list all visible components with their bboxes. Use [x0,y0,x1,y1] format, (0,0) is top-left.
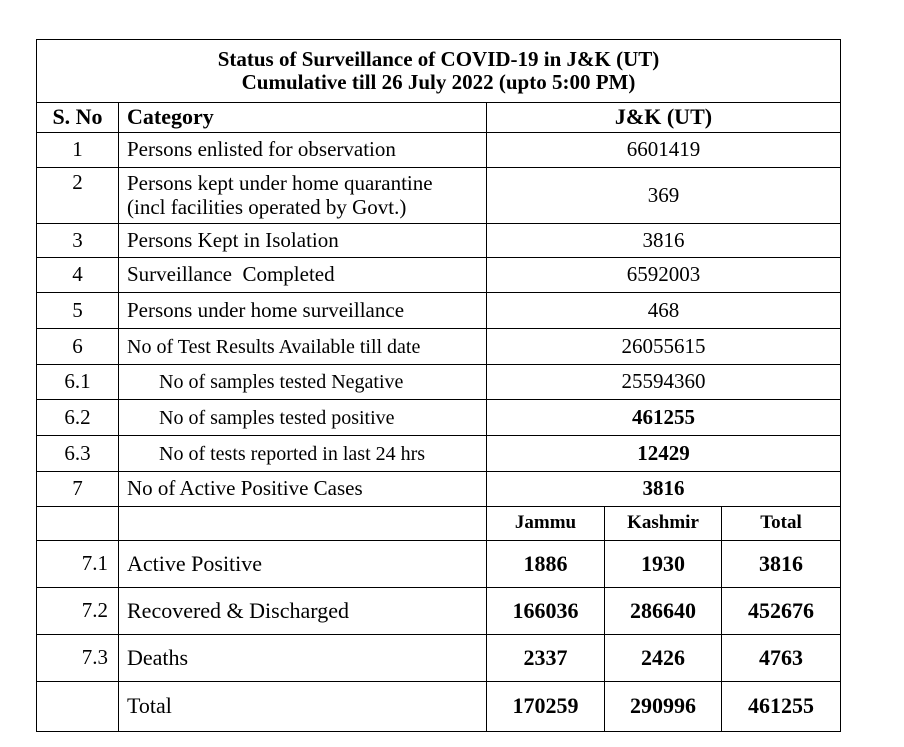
row-sno [36,681,119,732]
row-value: 6601419 [486,132,841,168]
row-category-line-2: (incl facilities operated by Govt.) [127,194,407,219]
breakdown-row: 7.3 Deaths 2337 2426 4763 [36,634,841,682]
kashmir-value: 286640 [604,587,722,635]
header-category: Category [118,102,487,133]
row-sno: 5 [36,292,119,329]
table-row: 1 Persons enlisted for observation 66014… [36,132,841,168]
row-category: Persons kept under home quarantine (incl… [118,167,487,224]
table-row: 3 Persons Kept in Isolation 3816 [36,223,841,258]
title-row: Status of Surveillance of COVID-19 in J&… [36,39,841,103]
row-sno: 7.2 [36,587,119,635]
breakdown-row: 7.1 Active Positive 1886 1930 3816 [36,540,841,588]
row-value: 12429 [486,435,841,472]
table-title: Status of Surveillance of COVID-19 in J&… [36,39,841,103]
row-category-line-1: Persons kept under home quarantine [127,171,433,196]
row-value: 468 [486,292,841,329]
jammu-value: 166036 [486,587,605,635]
row-category: Active Positive [118,540,487,588]
row-value: 3816 [486,223,841,258]
total-value: 4763 [721,634,841,682]
table-row: 4 Surveillance Completed 6592003 [36,257,841,293]
table-row: 6.3 No of tests reported in last 24 hrs … [36,435,841,472]
row-sno: 6.3 [36,435,119,472]
row-value: 25594360 [486,364,841,400]
row-sno: 4 [36,257,119,293]
row-sno: 1 [36,132,119,168]
column-header-total: Total [721,506,841,541]
total-value: 461255 [721,681,841,732]
header-region: J&K (UT) [486,102,841,133]
kashmir-value: 1930 [604,540,722,588]
row-category: Surveillance Completed [118,257,487,293]
jammu-value: 2337 [486,634,605,682]
row-sno: 6.1 [36,364,119,400]
row-value: 26055615 [486,328,841,365]
jammu-value: 170259 [486,681,605,732]
row-category: No of samples tested Negative [118,364,487,400]
row-sno: 3 [36,223,119,258]
row-category: Persons under home surveillance [118,292,487,329]
row-value: 3816 [486,471,841,507]
empty-cell [36,506,119,541]
row-sno: 7.3 [36,634,119,682]
row-value: 6592003 [486,257,841,293]
jammu-value: 1886 [486,540,605,588]
table-row: 6.1 No of samples tested Negative 255943… [36,364,841,400]
row-category: No of Active Positive Cases [118,471,487,507]
row-sno: 7 [36,471,119,507]
row-category: Total [118,681,487,732]
row-sno: 6.2 [36,399,119,436]
column-header-jammu: Jammu [486,506,605,541]
table-row: 6 No of Test Results Available till date… [36,328,841,365]
row-category: Persons enlisted for observation [118,132,487,168]
title-line-1: Status of Surveillance of COVID-19 in J&… [217,46,660,71]
row-category: Deaths [118,634,487,682]
row-sno: 7.1 [36,540,119,588]
row-category: No of tests reported in last 24 hrs [118,435,487,472]
breakdown-total-row: Total 170259 290996 461255 [36,681,841,732]
table-row: 7 No of Active Positive Cases 3816 [36,471,841,507]
row-value: 369 [486,167,841,224]
table-row: 5 Persons under home surveillance 468 [36,292,841,329]
row-value: 461255 [486,399,841,436]
kashmir-value: 290996 [604,681,722,732]
table-row: 2 Persons kept under home quarantine (in… [36,167,841,224]
breakdown-header-row: Jammu Kashmir Total [36,506,841,541]
header-row: S. No Category J&K (UT) [36,102,841,133]
total-value: 452676 [721,587,841,635]
header-sno: S. No [36,102,119,133]
kashmir-value: 2426 [604,634,722,682]
row-sno: 2 [36,167,119,224]
row-category: Recovered & Discharged [118,587,487,635]
surveillance-status-table: Status of Surveillance of COVID-19 in J&… [36,39,841,732]
table-row: 6.2 No of samples tested positive 461255 [36,399,841,436]
breakdown-row: 7.2 Recovered & Discharged 166036 286640… [36,587,841,635]
row-category: No of samples tested positive [118,399,487,436]
row-category: Persons Kept in Isolation [118,223,487,258]
total-value: 3816 [721,540,841,588]
empty-cell [118,506,487,541]
column-header-kashmir: Kashmir [604,506,722,541]
title-line-2: Cumulative till 26 July 2022 (upto 5:00 … [241,70,636,94]
row-sno: 6 [36,328,119,365]
row-category: No of Test Results Available till date [118,328,487,365]
